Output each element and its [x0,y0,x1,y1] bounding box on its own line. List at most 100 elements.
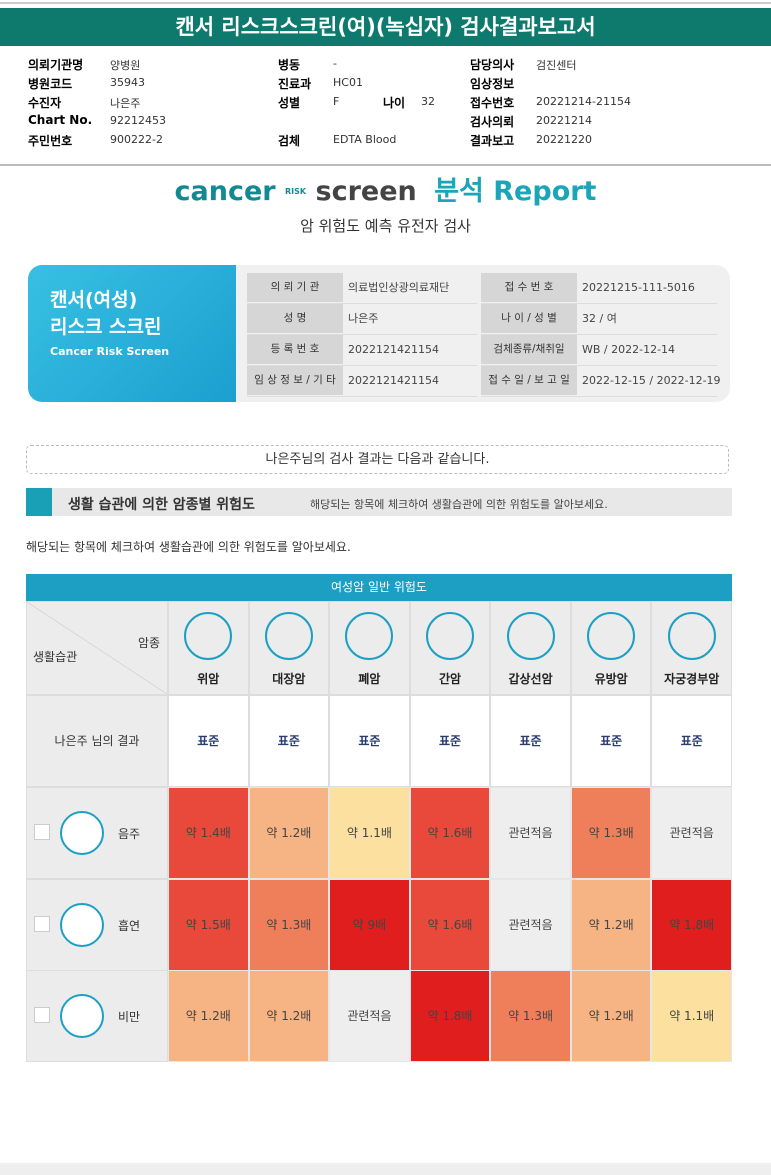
section-hint: 해당되는 항목에 체크하여 생활습관에 의한 위험도를 알아보세요. [310,498,608,511]
info-value: 32 [421,95,435,108]
info-label: 의뢰기관명 [28,58,84,72]
risk-cell: 약 1.2배 [168,970,249,1063]
column-icon [264,612,313,660]
risk-cell: 관련적음 [329,970,410,1063]
field-label: 임 상 정 보 / 기 타 [247,366,343,395]
field-value: 의료법인상광의료재단 [348,281,450,294]
card-title: 리스크 스크린 [50,316,162,338]
paragraph: 해당되는 항목에 체크하여 생활습관에 의한 위험도를 알아보세요. [26,540,351,554]
field-rule [481,365,717,366]
column-icon [667,612,716,660]
risk-cell: 약 1.1배 [651,970,732,1063]
card-title: 캔서(여성) [50,289,138,311]
info-label: 임상정보 [470,77,515,91]
section-title: 생활 습관에 의한 암종별 위험도 [68,497,255,513]
title-bar: 캔서 리스크스크린(여)(녹십자) 검사결과보고서 [0,8,771,46]
risk-cell: 약 9배 [329,878,410,971]
info-label: 진료과 [278,77,312,91]
field-rule [247,334,477,335]
info-label: 수진자 [28,96,62,110]
risk-cell: 약 1.1배 [329,787,410,879]
field-value: 2022121421154 [348,374,439,387]
table-corner [26,601,168,695]
corner-top: 암종 [138,636,161,650]
row-icon [60,811,104,855]
risk-cell: 약 1.3배 [490,970,571,1063]
risk-cell: 약 1.2배 [570,970,652,1063]
column-name: 위암 [197,672,220,686]
corner-bottom: 생활습관 [33,650,78,664]
field-label: 나 이 / 성 별 [481,304,577,333]
risk-cell: 약 1.3배 [248,878,330,971]
info-label: 담당의사 [470,58,515,72]
info-label: 검사의뢰 [470,115,515,129]
field-rule [481,303,717,304]
row-icon [60,902,104,947]
risk-cell: 약 1.2배 [570,878,652,971]
field-rule [247,396,477,397]
info-value: 92212453 [110,114,166,127]
row-label: 비만 [118,1010,141,1025]
column-icon [426,612,474,660]
result-cell: 표준 [409,695,491,787]
field-value: 2022121421154 [348,343,439,356]
logo-risk: RISK [285,187,307,196]
row-label: 흡연 [118,918,141,933]
column-icon [587,612,636,660]
top-line [0,2,771,4]
risk-cell: 관련적음 [490,787,571,879]
field-value: 20221215-111-5016 [582,281,695,294]
risk-cell: 약 1.5배 [168,878,249,971]
field-label: 성 명 [247,304,343,333]
section-bar: 생활 습관에 의한 암종별 위험도 해당되는 항목에 체크하여 생활습관에 의한… [26,488,732,516]
column-icon [184,612,233,660]
info-value: 900222-2 [110,133,163,146]
field-value: WB / 2022-12-14 [582,343,676,356]
info-value: 양병원 [110,59,141,72]
result-cell: 표준 [490,695,571,787]
info-value: 20221220 [536,133,592,146]
info-label: 병원코드 [28,77,73,91]
field-rule [481,334,717,335]
info-label: 나이 [383,96,406,110]
checkbox[interactable] [34,1007,50,1024]
logo: cancer RISK screen 분석 Report [0,172,771,212]
risk-cell: 약 1.2배 [248,970,330,1063]
field-label: 접 수 일 / 보 고 일 [481,366,577,395]
field-label: 검체종류/채취일 [481,335,577,364]
checkbox[interactable] [34,915,50,932]
risk-cell: 약 1.6배 [409,787,491,879]
checkbox[interactable] [34,824,50,840]
info-value: EDTA Blood [333,133,397,146]
field-label: 의 뢰 기 관 [247,273,343,302]
info-value: - [333,57,337,70]
logo-screen: screen [315,176,417,207]
info-label: 성별 [278,96,301,110]
risk-cell: 관련적음 [651,787,732,879]
section-icon [26,488,52,516]
column-name: 유방암 [594,672,628,686]
column-name: 대장암 [272,672,306,686]
info-label: 검체 [278,134,301,148]
result-cell: 표준 [168,695,249,787]
column-name: 갑상선암 [508,672,553,686]
risk-cell: 약 1.6배 [409,878,491,971]
logo-report: 분석 Report [434,176,597,207]
info-value: 검진센터 [536,59,577,72]
info-value: HC01 [333,76,363,89]
risk-cell: 관련적음 [490,878,571,971]
field-value: 나은주 [348,312,379,325]
result-cell: 표준 [248,695,330,787]
info-value: 20221214-21154 [536,95,631,108]
info-value: 나은주 [110,97,141,110]
field-rule [247,365,477,366]
risk-cell: 약 1.8배 [651,878,732,971]
column-icon [506,612,555,660]
info-label: 주민번호 [28,134,73,148]
field-value: 32 / 여 [582,312,617,325]
notice: 나은주님의 검사 결과는 다음과 같습니다. [26,445,729,474]
field-rule [481,396,717,397]
risk-cell: 약 1.3배 [570,787,652,879]
column-name: 자궁경부암 [664,672,720,686]
